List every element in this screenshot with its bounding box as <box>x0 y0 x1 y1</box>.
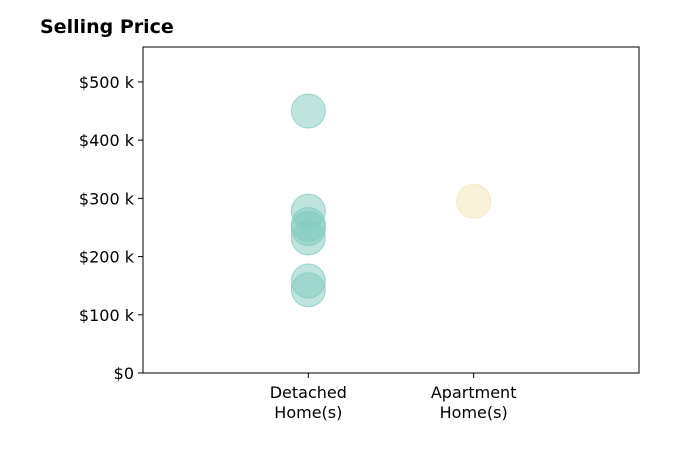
chart-title: Selling Price <box>40 16 174 38</box>
data-points <box>290 93 492 308</box>
x-axis: Detached Home(s) Apartment Home(s) <box>270 373 517 422</box>
data-point <box>290 93 326 129</box>
data-point <box>290 220 326 256</box>
plot-frame <box>142 46 640 374</box>
y-tick-label: $0 <box>114 364 134 383</box>
y-tick-label: $200 k <box>79 248 135 267</box>
x-tick-label: Apartment Home(s) <box>431 383 517 422</box>
y-tick-label: $100 k <box>79 306 135 325</box>
y-tick-label: $500 k <box>79 73 135 92</box>
y-tick-label: $400 k <box>79 131 135 150</box>
y-axis: $0 $100 k $200 k $300 k $400 k $500 k <box>79 73 143 383</box>
y-tick-label: $300 k <box>79 189 135 208</box>
data-point <box>456 183 492 219</box>
data-point <box>290 272 326 308</box>
x-tick-label: Detached Home(s) <box>270 383 347 422</box>
